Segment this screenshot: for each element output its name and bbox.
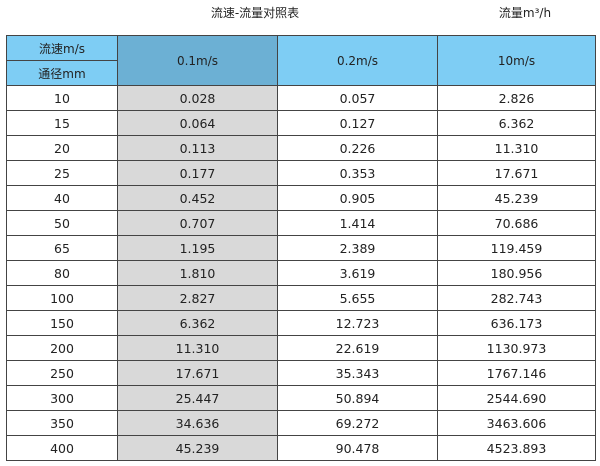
table-row: 15 0.064 0.127 6.362	[6, 110, 596, 136]
diameter-header: 通径mm	[6, 60, 118, 86]
flow-cell: 3.619	[277, 260, 438, 286]
diameter-cell: 250	[6, 360, 118, 386]
flow-cell: 0.057	[277, 85, 438, 111]
flow-cell: 0.905	[277, 185, 438, 211]
flow-cell: 12.723	[277, 310, 438, 336]
flow-cell: 0.028	[117, 85, 278, 111]
header-subrow: 通径mm	[6, 60, 596, 86]
flow-cell: 1.414	[277, 210, 438, 236]
flow-cell: 0.452	[117, 185, 278, 211]
diameter-cell: 50	[6, 210, 118, 236]
flow-cell: 25.447	[117, 385, 278, 411]
flow-cell: 6.362	[437, 110, 596, 136]
flow-cell: 0.353	[277, 160, 438, 186]
flow-cell: 11.310	[437, 135, 596, 161]
velocity-header: 流速m/s	[6, 35, 118, 61]
diameter-cell: 15	[6, 110, 118, 136]
table-row: 40 0.452 0.905 45.239	[6, 185, 596, 211]
flow-cell: 90.478	[277, 435, 438, 461]
flow-cell: 22.619	[277, 335, 438, 361]
table-row: 50 0.707 1.414 70.686	[6, 210, 596, 236]
flow-cell: 17.671	[437, 160, 596, 186]
flow-cell: 4523.893	[437, 435, 596, 461]
diameter-cell: 80	[6, 260, 118, 286]
diameter-cell: 200	[6, 335, 118, 361]
flow-cell: 0.707	[117, 210, 278, 236]
flow-cell: 180.956	[437, 260, 596, 286]
table-row: 150 6.362 12.723 636.173	[6, 310, 596, 336]
diameter-cell: 400	[6, 435, 118, 461]
table-row: 300 25.447 50.894 2544.690	[6, 385, 596, 411]
table-title: 流速-流量对照表	[210, 6, 300, 20]
flow-cell: 45.239	[117, 435, 278, 461]
flow-unit-label: 流量m³/h	[498, 6, 552, 20]
diameter-cell: 100	[6, 285, 118, 311]
flow-cell: 0.113	[117, 135, 278, 161]
flow-velocity-table: 流速m/s 0.1m/s 0.2m/s 10m/s 通径mm 10 0.028 0.…	[6, 35, 596, 461]
table-row: 250 17.671 35.343 1767.146	[6, 360, 596, 386]
flow-cell: 119.459	[437, 235, 596, 261]
flow-cell: 5.655	[277, 285, 438, 311]
table-row: 350 34.636 69.272 3463.606	[6, 410, 596, 436]
flow-cell: 1767.146	[437, 360, 596, 386]
flow-cell: 45.239	[437, 185, 596, 211]
flow-cell: 17.671	[117, 360, 278, 386]
flow-cell: 0.064	[117, 110, 278, 136]
flow-cell: 2.389	[277, 235, 438, 261]
table-row: 25 0.177 0.353 17.671	[6, 160, 596, 186]
table-row: 100 2.827 5.655 282.743	[6, 285, 596, 311]
flow-cell: 0.226	[277, 135, 438, 161]
flow-cell: 50.894	[277, 385, 438, 411]
flow-cell: 1.810	[117, 260, 278, 286]
flow-cell: 70.686	[437, 210, 596, 236]
column-header-0.1[interactable]: 0.1m/s	[117, 35, 278, 86]
flow-cell: 1130.973	[437, 335, 596, 361]
flow-cell: 11.310	[117, 335, 278, 361]
flow-cell: 2.827	[117, 285, 278, 311]
table-row: 80 1.810 3.619 180.956	[6, 260, 596, 286]
column-header-10[interactable]: 10m/s	[437, 35, 596, 86]
flow-cell: 69.272	[277, 410, 438, 436]
diameter-cell: 350	[6, 410, 118, 436]
diameter-cell: 40	[6, 185, 118, 211]
flow-cell: 0.127	[277, 110, 438, 136]
column-header-0.2[interactable]: 0.2m/s	[277, 35, 438, 86]
diameter-cell: 150	[6, 310, 118, 336]
header-row: 流速m/s 0.1m/s 0.2m/s 10m/s	[6, 35, 596, 86]
table-row: 200 11.310 22.619 1130.973	[6, 335, 596, 361]
table-row: 65 1.195 2.389 119.459	[6, 235, 596, 261]
flow-cell: 282.743	[437, 285, 596, 311]
flow-cell: 35.343	[277, 360, 438, 386]
table-row: 10 0.028 0.057 2.826	[6, 85, 596, 111]
flow-cell: 34.636	[117, 410, 278, 436]
diameter-cell: 300	[6, 385, 118, 411]
flow-cell: 0.177	[117, 160, 278, 186]
flow-cell: 2.826	[437, 85, 596, 111]
diameter-cell: 20	[6, 135, 118, 161]
flow-cell: 6.362	[117, 310, 278, 336]
flow-cell: 1.195	[117, 235, 278, 261]
flow-cell: 636.173	[437, 310, 596, 336]
diameter-cell: 10	[6, 85, 118, 111]
flow-cell: 2544.690	[437, 385, 596, 411]
table-row: 400 45.239 90.478 4523.893	[6, 435, 596, 461]
diameter-cell: 65	[6, 235, 118, 261]
table-row: 20 0.113 0.226 11.310	[6, 135, 596, 161]
diameter-cell: 25	[6, 160, 118, 186]
flow-cell: 3463.606	[437, 410, 596, 436]
